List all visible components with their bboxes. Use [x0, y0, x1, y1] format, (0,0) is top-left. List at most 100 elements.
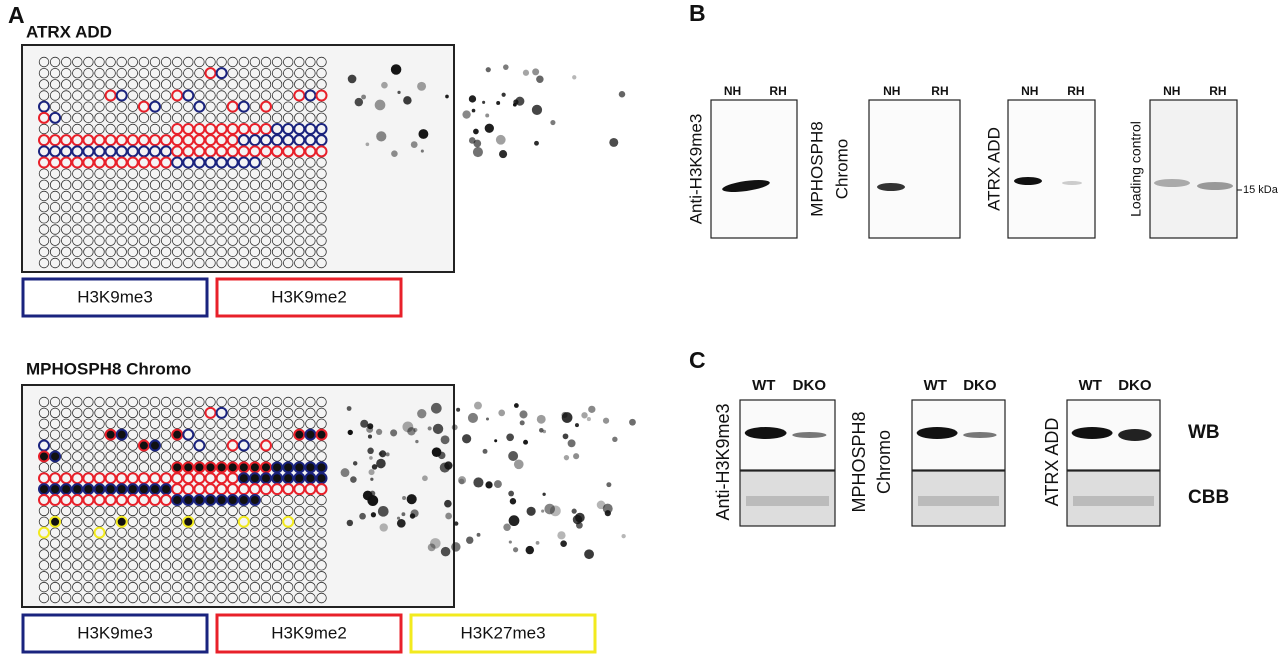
- spot: [294, 101, 305, 112]
- spot: [72, 79, 83, 90]
- spot: [194, 190, 205, 202]
- highlight-spot: [104, 145, 117, 158]
- spot: [83, 123, 94, 135]
- spot: [116, 112, 127, 124]
- spot: [83, 505, 94, 517]
- spot: [271, 112, 283, 124]
- spot: [183, 440, 194, 451]
- spot: [72, 592, 83, 604]
- spot: [271, 560, 283, 571]
- spot: [60, 123, 72, 135]
- signal-dot: [621, 533, 626, 539]
- array-frame: [21, 384, 455, 608]
- lane-label: WT: [752, 377, 775, 394]
- spot: [138, 527, 150, 538]
- spot: [260, 79, 272, 90]
- spot: [227, 571, 238, 582]
- spot: [271, 246, 283, 258]
- spot: [138, 190, 150, 202]
- highlight-spot: [82, 156, 95, 169]
- marker-label: 15 kDa: [1243, 184, 1279, 196]
- spot: [149, 179, 161, 191]
- spot: [183, 235, 194, 246]
- spot: [283, 90, 294, 101]
- spot: [238, 67, 250, 79]
- highlight-spot: [182, 89, 195, 102]
- signal-dot: [420, 149, 424, 153]
- highlight-spot: [282, 123, 295, 135]
- spot: [60, 560, 72, 571]
- highlight-spot: [282, 483, 295, 496]
- spot: [94, 246, 105, 258]
- spot: [49, 67, 61, 79]
- spot: [60, 235, 72, 246]
- spot: [116, 246, 127, 258]
- spot: [83, 112, 94, 124]
- spot: [72, 505, 83, 517]
- spot: [138, 505, 150, 517]
- spot: [38, 179, 50, 191]
- spot: [294, 527, 305, 538]
- spot: [216, 235, 227, 246]
- spot: [305, 560, 316, 571]
- spot: [316, 67, 327, 79]
- spot: [94, 168, 105, 179]
- spot: [138, 571, 150, 582]
- spot: [116, 56, 127, 68]
- spot: [116, 560, 127, 571]
- legend-label: H3K9me3: [77, 287, 153, 306]
- spot: [83, 527, 94, 538]
- antibody-label: Loading control: [1128, 121, 1144, 217]
- spot: [183, 581, 194, 593]
- spot: [205, 56, 216, 68]
- spot: [160, 257, 172, 269]
- spot: [127, 560, 139, 571]
- spot: [83, 581, 94, 593]
- spot: [94, 560, 105, 571]
- spot: [83, 440, 94, 451]
- highlight-spot: [93, 145, 106, 158]
- highlight-spot: [149, 134, 161, 147]
- signal-dot: [458, 476, 467, 485]
- spot: [260, 494, 272, 506]
- spot: [160, 571, 172, 582]
- spot: [260, 224, 272, 235]
- spot: [72, 396, 83, 408]
- spot: [138, 451, 150, 462]
- spot: [83, 257, 94, 269]
- band: [744, 427, 787, 439]
- spot: [249, 246, 261, 258]
- spot: [260, 201, 272, 213]
- highlight-spot: [182, 145, 195, 158]
- spot: [294, 396, 305, 408]
- spot: [316, 407, 327, 419]
- spot: [49, 538, 61, 549]
- highlight-spot: [171, 461, 184, 474]
- highlight-spot: [82, 494, 95, 506]
- spot: [38, 549, 50, 560]
- highlight-spot: [193, 461, 206, 474]
- spot: [227, 418, 238, 429]
- signal-dot: [370, 477, 374, 481]
- spot: [160, 90, 172, 101]
- highlight-spot: [304, 89, 317, 102]
- highlight-spot: [126, 483, 139, 496]
- spot: [260, 560, 272, 571]
- spot: [149, 168, 161, 179]
- spot: [116, 581, 127, 593]
- spot: [160, 581, 172, 593]
- spot: [294, 79, 305, 90]
- spot: [72, 462, 83, 473]
- spot: [316, 224, 327, 235]
- signal-dot: [444, 461, 453, 470]
- spot: [238, 418, 250, 429]
- signal-dot: [401, 512, 406, 517]
- highlight-spot: [71, 483, 84, 496]
- signal-dot: [515, 96, 525, 106]
- spot: [316, 440, 327, 451]
- spot: [249, 418, 261, 429]
- spot: [194, 560, 205, 571]
- spot: [294, 451, 305, 462]
- spot: [316, 235, 327, 246]
- spot: [283, 101, 294, 112]
